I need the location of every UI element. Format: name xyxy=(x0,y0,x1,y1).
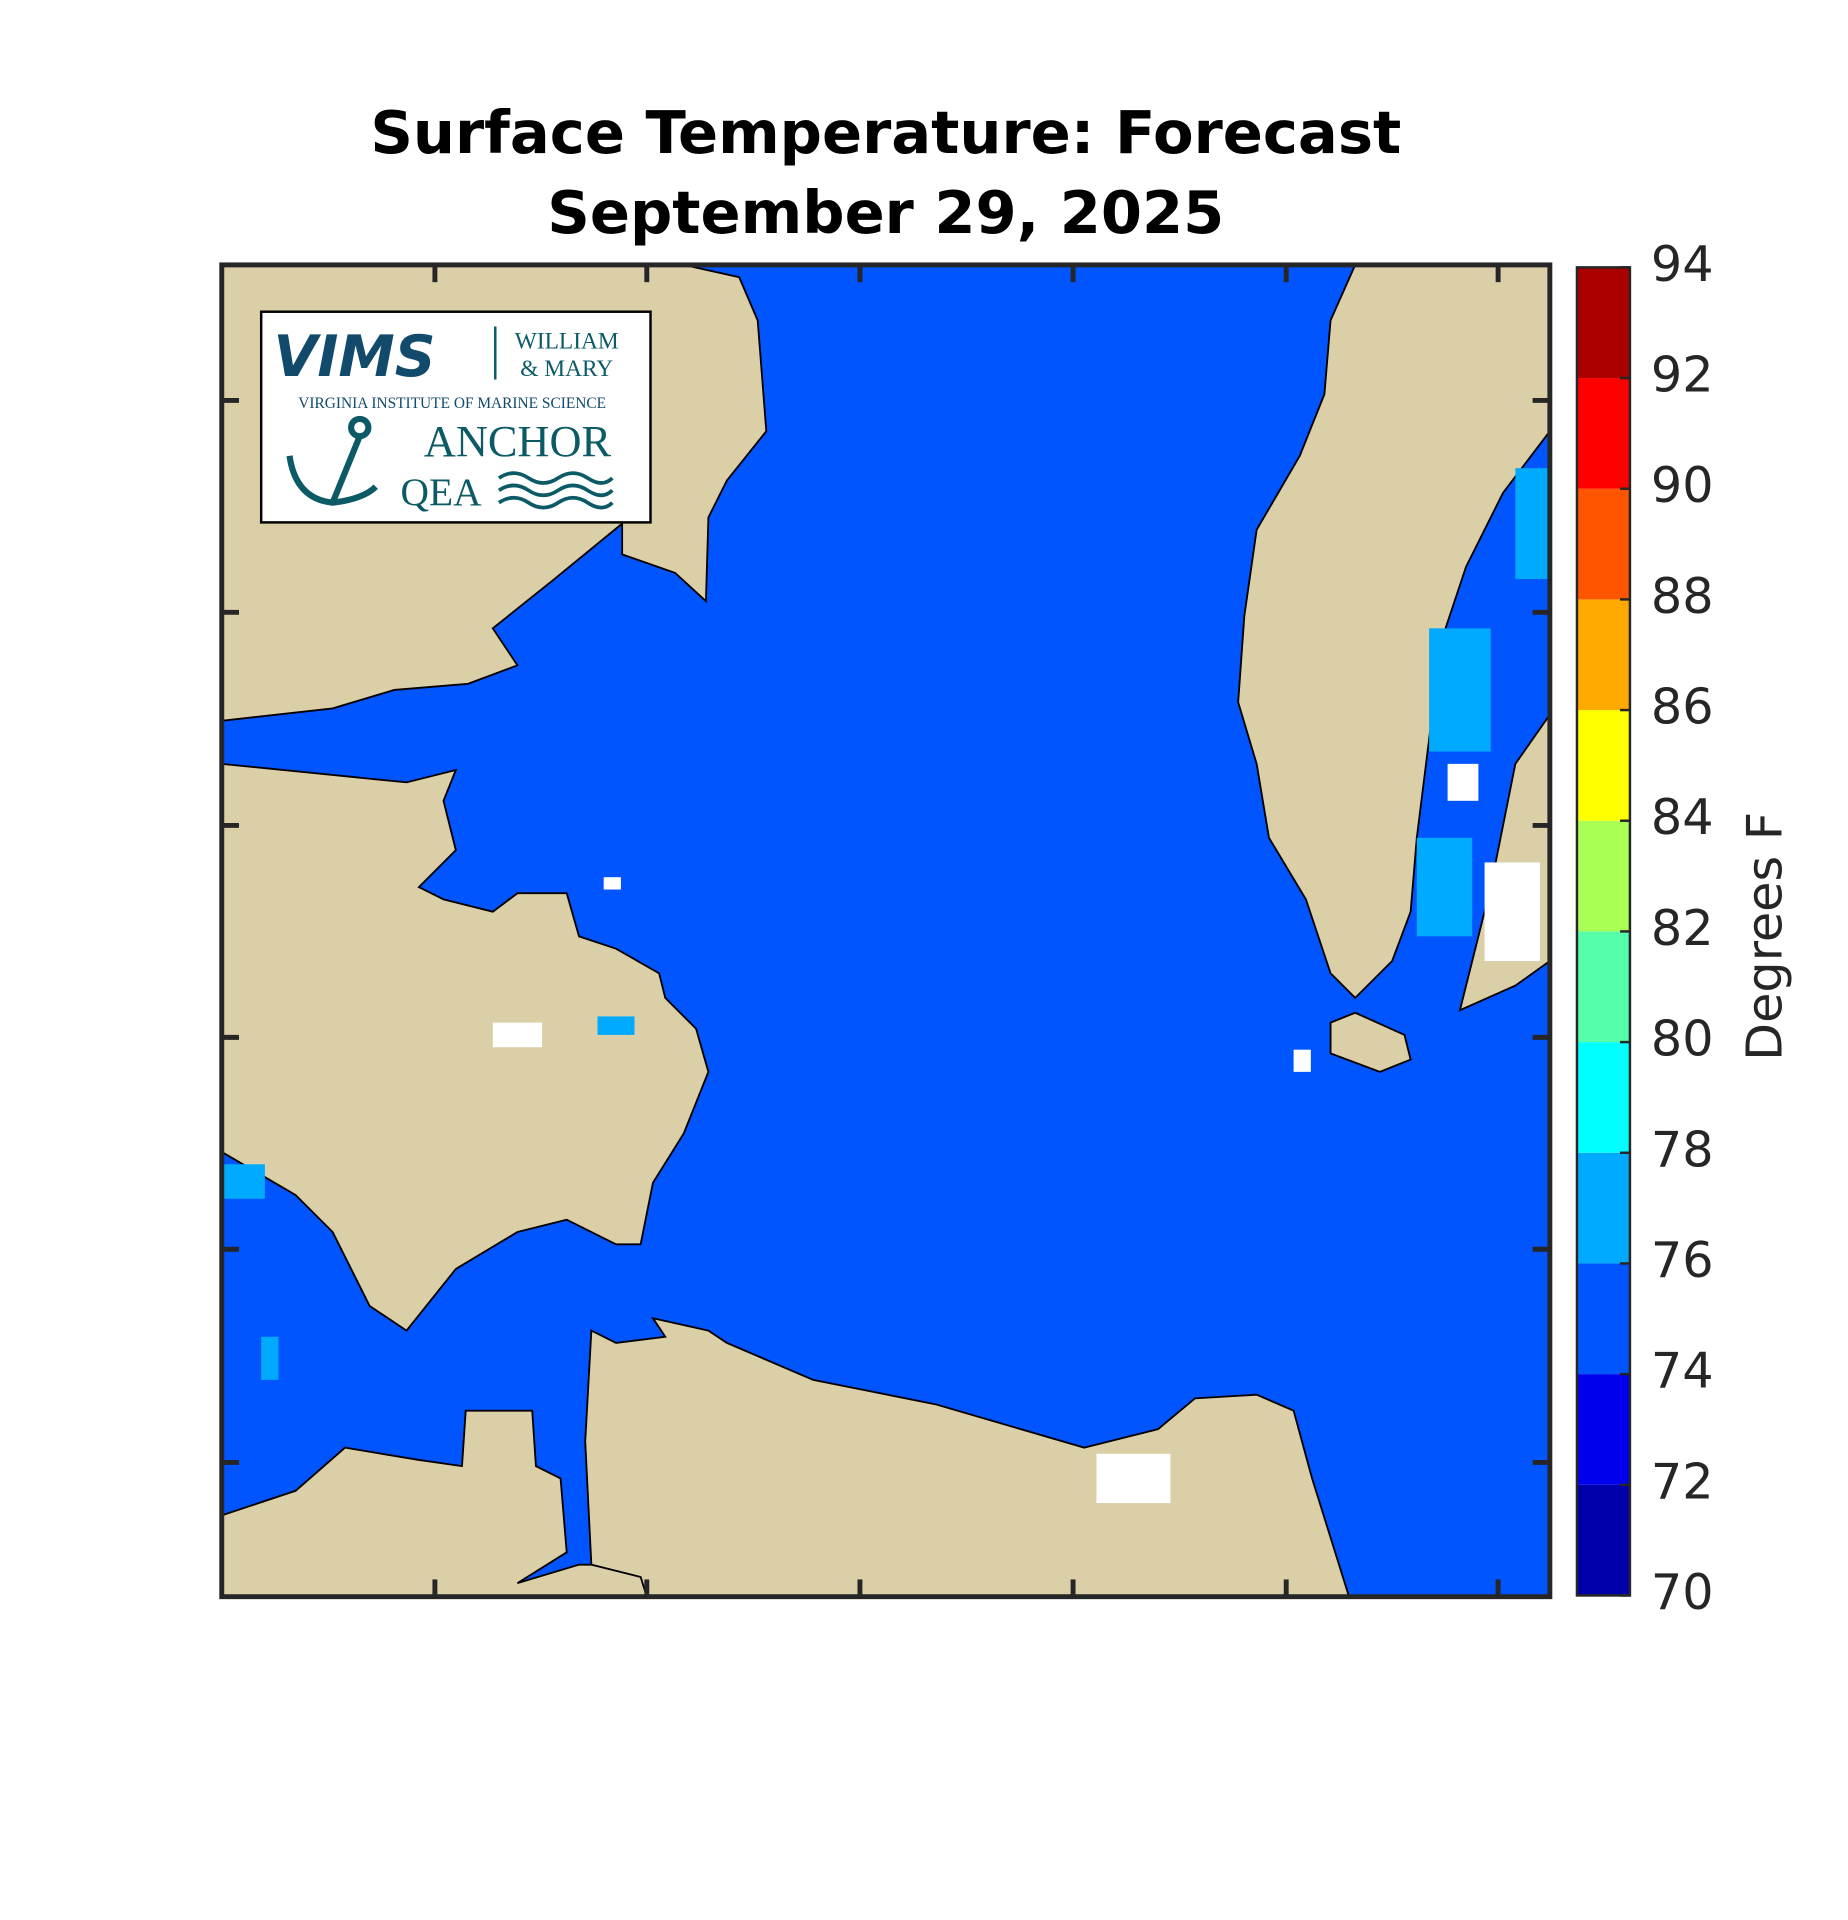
map-ticks xyxy=(221,264,1550,1597)
logo-qea: QEA xyxy=(401,470,483,514)
tick-label: 72 xyxy=(1651,1452,1714,1510)
tick-label: 80 xyxy=(1651,1010,1714,1068)
color-segment xyxy=(1576,1263,1630,1375)
tick-label: 70 xyxy=(1651,1563,1714,1621)
logo: VIMS WILLIAM & MARY VIRGINIA INSTITUTE O… xyxy=(259,310,652,524)
color-segment xyxy=(1576,820,1630,932)
logo-william: WILLIAM xyxy=(515,329,619,355)
tick-label: 92 xyxy=(1651,346,1714,404)
dry-cells xyxy=(492,763,1540,1504)
logo-mary: & MARY xyxy=(520,356,613,382)
waves-icon xyxy=(497,471,614,510)
tick-label: 74 xyxy=(1651,1342,1714,1400)
color-segment xyxy=(1576,378,1630,489)
tick-label: 82 xyxy=(1651,899,1714,957)
color-segment xyxy=(1576,1374,1630,1485)
tick-label: 94 xyxy=(1651,235,1714,293)
colorbar: 70 72 74 76 78 80 82 84 86 88 90 92 94 xyxy=(1575,235,1714,1621)
color-segment xyxy=(1576,1042,1630,1153)
color-segment xyxy=(1576,488,1630,600)
logo-anchor: ANCHOR xyxy=(424,416,612,466)
color-segment xyxy=(1576,599,1630,711)
tick-label: 90 xyxy=(1651,456,1714,514)
tick-label: 88 xyxy=(1651,567,1714,625)
color-segment xyxy=(1576,1152,1630,1264)
color-segment xyxy=(1576,267,1630,379)
title: Surface Temperature: Forecast xyxy=(370,98,1401,167)
color-segment xyxy=(1576,931,1630,1043)
tick-label: 84 xyxy=(1651,788,1714,846)
subtitle: September 29, 2025 xyxy=(547,178,1224,247)
warm-patches xyxy=(221,468,1550,1380)
logo-institute: VIRGINIA INSTITUTE OF MARINE SCIENCE xyxy=(298,395,606,412)
tick-label: 78 xyxy=(1651,1120,1714,1178)
map xyxy=(219,262,1553,1600)
colorbar-label: Degrees F xyxy=(1735,812,1793,1061)
map-frame xyxy=(219,262,1553,1600)
color-segment xyxy=(1576,1484,1630,1596)
logo-vims: VIMS xyxy=(274,324,436,390)
anchor-icon xyxy=(286,415,378,506)
tick-label: 86 xyxy=(1651,678,1714,736)
tick-label: 76 xyxy=(1651,1231,1714,1289)
color-segment xyxy=(1576,710,1630,821)
